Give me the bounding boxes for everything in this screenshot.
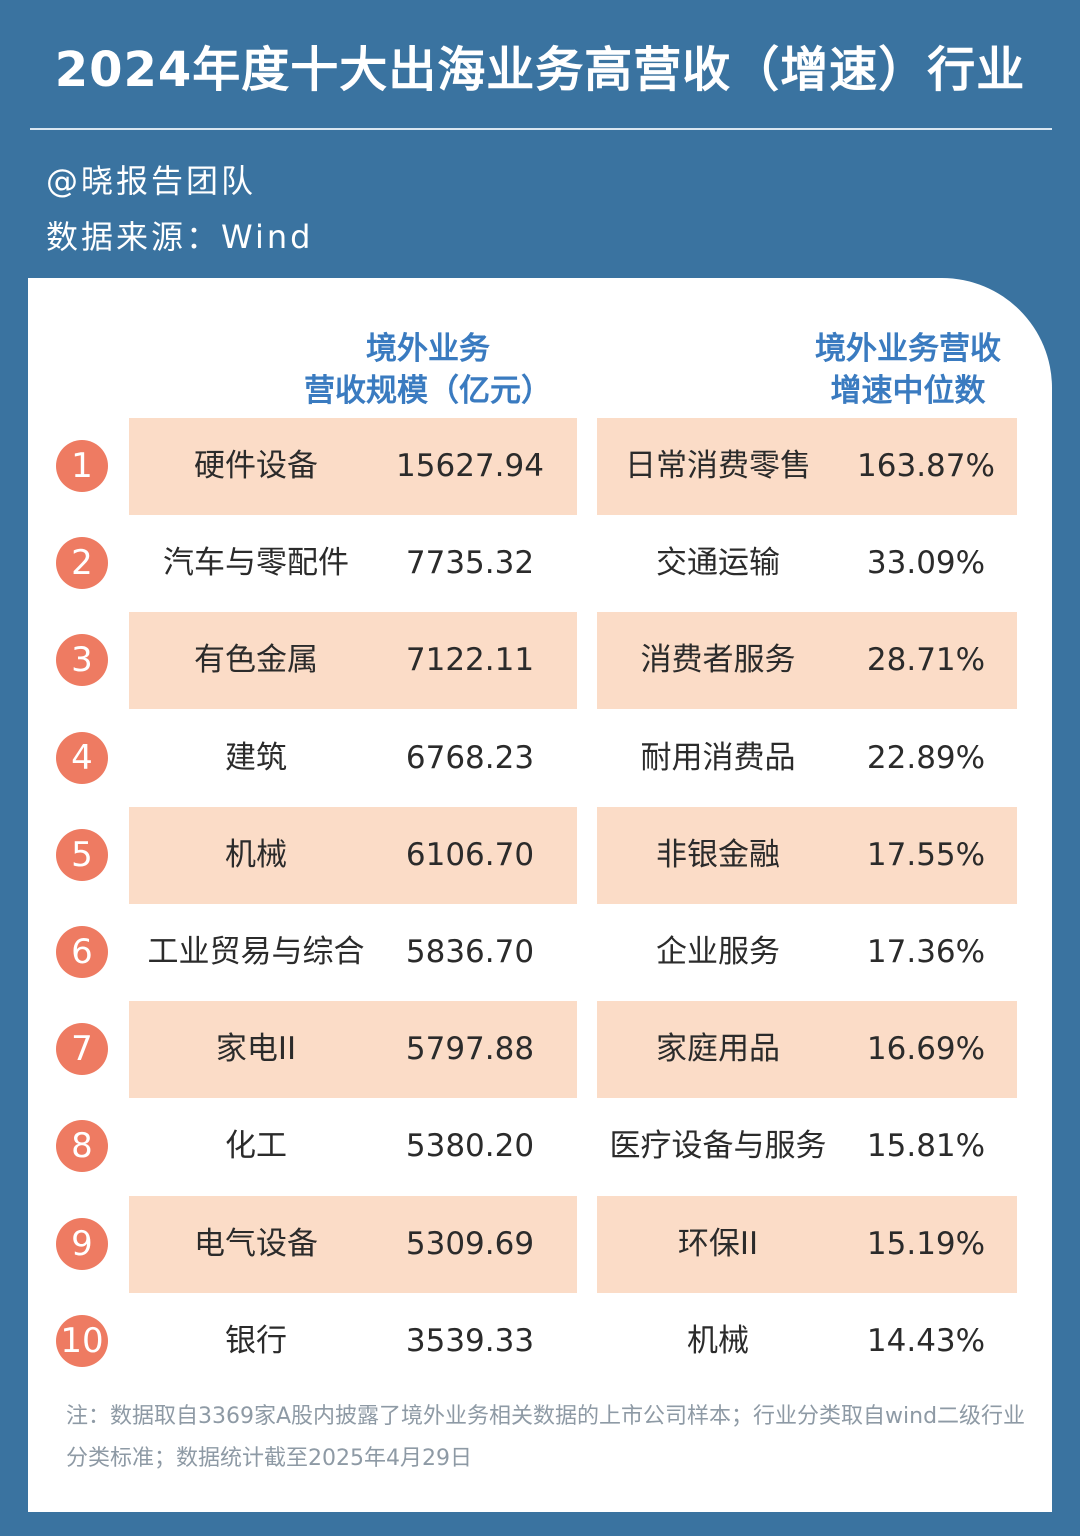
table-row: 6 工业贸易与综合 5836.70 企业服务 17.36%: [28, 904, 1052, 1001]
row-highlight-right: [597, 806, 1017, 904]
rank-badge: 8: [56, 1120, 108, 1173]
revenue-industry: 建筑: [225, 739, 287, 776]
revenue-industry: 硬件设备: [194, 448, 318, 484]
page-title: 2024年度十大出海业务高营收（增速）行业: [54, 42, 1026, 98]
revenue-value: 5836.70: [405, 934, 535, 970]
revenue-industry: 家电II: [215, 1031, 297, 1068]
growth-column-header: 境外业务营收 增速中位数: [815, 331, 1001, 409]
growth-industry: 消费者服务: [640, 642, 796, 679]
growth-industry: 日常消费零售: [625, 448, 811, 484]
growth-industry: 机械: [687, 1322, 749, 1359]
footnote: 注：数据取自3369家A股内披露了境外业务相关数据的上市公司样本；行业分类取自w…: [66, 1404, 1026, 1471]
row-highlight-left: [129, 806, 577, 904]
growth-industry: 家庭用品: [656, 1031, 780, 1068]
table-row: 1 硬件设备 15627.94 日常消费零售 163.87%: [28, 418, 1052, 515]
revenue-value: 7735.32: [405, 545, 535, 582]
revenue-value: 6106.70: [405, 836, 535, 873]
growth-value: 33.09%: [866, 545, 986, 582]
table-row: 9 电气设备 5309.69 环保II 15.19%: [28, 1195, 1052, 1293]
revenue-industry: 银行: [225, 1322, 287, 1359]
rank-badge: 3: [56, 634, 108, 687]
growth-industry: 非银金融: [656, 836, 780, 873]
growth-value: 16.69%: [866, 1031, 986, 1068]
growth-industry: 耐用消费品: [640, 739, 796, 776]
title-divider: [30, 128, 1052, 130]
table-row: 8 化工 5380.20 医疗设备与服务 15.81%: [28, 1098, 1052, 1195]
rank-badge: 9: [56, 1217, 108, 1270]
revenue-column-header: 境外业务 营收规模（亿元）: [304, 331, 552, 409]
row-highlight-right: [597, 418, 1017, 515]
table-row: 7 家电II 5797.88 家庭用品 16.69%: [28, 1001, 1052, 1099]
table-row: 2 汽车与零配件 7735.32 交通运输 33.09%: [28, 515, 1052, 612]
growth-value: 14.43%: [866, 1322, 986, 1359]
rank-badge: 6: [56, 926, 108, 978]
row-highlight-right: [597, 1195, 1017, 1293]
revenue-value: 5797.88: [405, 1031, 535, 1068]
revenue-value: 15627.94: [396, 448, 544, 484]
revenue-industry: 汽车与零配件: [163, 545, 349, 582]
row-highlight-left: [129, 612, 577, 710]
revenue-value: 6768.23: [405, 739, 535, 776]
growth-value: 17.55%: [866, 836, 986, 873]
growth-industry: 交通运输: [656, 545, 780, 582]
rank-badge: 7: [56, 1023, 108, 1076]
growth-value: 22.89%: [866, 739, 986, 776]
rank-badge: 2: [56, 537, 108, 590]
author-credit: @晓报告团队: [46, 162, 257, 200]
rank-badge: 5: [56, 828, 108, 881]
revenue-value: 5380.20: [405, 1128, 535, 1165]
row-highlight-right: [597, 612, 1017, 710]
rank-badge: 10: [56, 1314, 108, 1367]
growth-value: 15.19%: [866, 1225, 986, 1262]
row-highlight-right: [597, 1001, 1017, 1099]
growth-value: 15.81%: [866, 1128, 986, 1165]
growth-industry: 企业服务: [656, 934, 780, 970]
rank-badge: 1: [56, 440, 108, 492]
revenue-industry: 工业贸易与综合: [147, 934, 365, 970]
revenue-value: 5309.69: [405, 1225, 535, 1262]
growth-value: 17.36%: [866, 934, 986, 970]
row-highlight-left: [129, 418, 577, 515]
growth-value: 163.87%: [857, 448, 995, 484]
revenue-value: 3539.33: [405, 1322, 535, 1359]
growth-value: 28.71%: [866, 642, 986, 679]
table-row: 3 有色金属 7122.11 消费者服务 28.71%: [28, 612, 1052, 710]
data-source: 数据来源：Wind: [46, 218, 314, 256]
revenue-industry: 电气设备: [194, 1225, 318, 1262]
row-highlight-left: [129, 1001, 577, 1099]
revenue-industry: 有色金属: [194, 642, 318, 679]
revenue-industry: 化工: [225, 1128, 287, 1165]
table-row: 4 建筑 6768.23 耐用消费品 22.89%: [28, 710, 1052, 807]
table-row: 10 银行 3539.33 机械 14.43%: [28, 1293, 1052, 1390]
row-highlight-left: [129, 1195, 577, 1293]
table-row: 5 机械 6106.70 非银金融 17.55%: [28, 806, 1052, 904]
growth-industry: 环保II: [677, 1225, 759, 1262]
revenue-value: 7122.11: [405, 642, 535, 679]
rank-badge: 4: [56, 731, 108, 784]
ranking-card: 境外业务 营收规模（亿元） 境外业务营收 增速中位数 1 硬件设备 15627.94…: [28, 278, 1052, 1512]
growth-industry: 医疗设备与服务: [609, 1128, 827, 1165]
revenue-industry: 机械: [225, 836, 287, 873]
